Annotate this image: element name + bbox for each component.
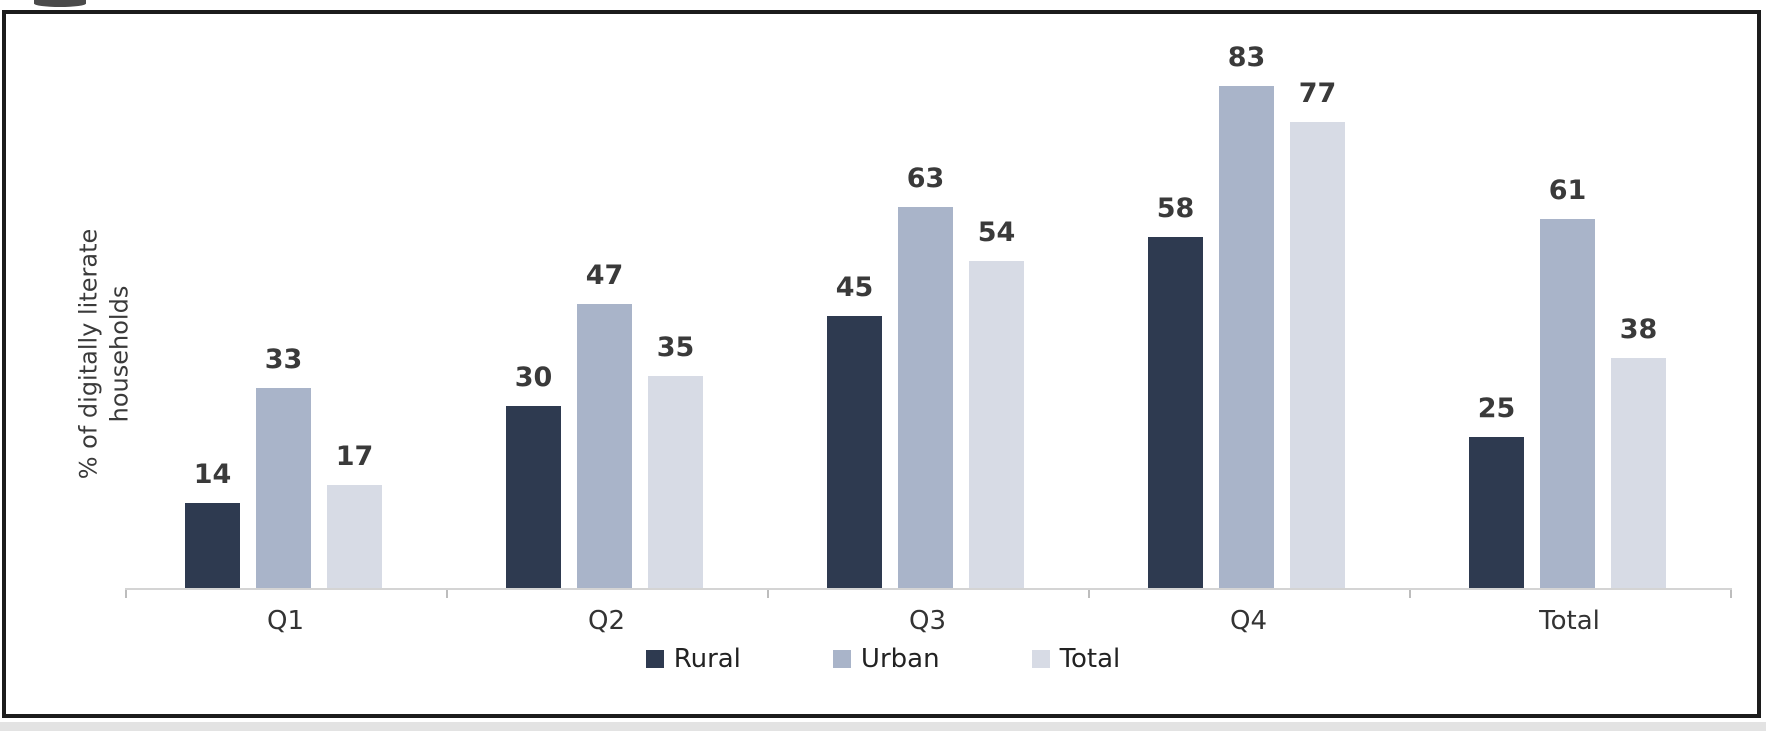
bar-rural-q3 xyxy=(827,316,882,588)
bar-total-q3 xyxy=(969,261,1024,588)
legend-swatch-total xyxy=(1031,650,1050,668)
legend-swatch-urban xyxy=(832,650,851,668)
data-label-total-q4: 77 xyxy=(1298,78,1337,109)
legend-item-total: Total xyxy=(1031,644,1121,674)
data-label-urban-q1: 33 xyxy=(264,344,303,375)
x-axis-tick xyxy=(1730,590,1732,598)
bar-urban-q4 xyxy=(1219,86,1274,588)
data-label-rural-q4: 58 xyxy=(1156,193,1195,224)
legend-label-total: Total xyxy=(1059,644,1121,674)
data-label-total-q3: 54 xyxy=(977,217,1016,248)
legend-label-rural: Rural xyxy=(673,644,741,674)
bar-total-total xyxy=(1611,358,1666,588)
data-label-urban-total: 61 xyxy=(1548,175,1587,206)
data-label-total-q1: 17 xyxy=(335,441,374,472)
legend: Rural Urban Total xyxy=(0,642,1766,676)
data-label-rural-q2: 30 xyxy=(514,362,553,393)
x-axis-tick xyxy=(446,590,448,598)
data-label-urban-q4: 83 xyxy=(1227,42,1266,73)
x-axis-category-label: Q3 xyxy=(908,606,946,636)
bar-urban-q3 xyxy=(898,207,953,588)
bar-urban-total xyxy=(1540,219,1595,588)
x-axis-tick xyxy=(1088,590,1090,598)
bar-rural-q2 xyxy=(506,406,561,588)
bar-total-q4 xyxy=(1290,122,1345,588)
legend-label-urban: Urban xyxy=(860,644,940,674)
x-axis-category-label: Q2 xyxy=(587,606,625,636)
x-axis-category-label: Q4 xyxy=(1229,606,1267,636)
data-label-rural-q1: 14 xyxy=(193,459,232,490)
bar-rural-q1 xyxy=(185,503,240,588)
data-label-rural-total: 25 xyxy=(1477,393,1516,424)
x-axis-tick xyxy=(767,590,769,598)
screen-artifact-smudge xyxy=(34,0,86,7)
x-axis-tick xyxy=(125,590,127,598)
legend-item-urban: Urban xyxy=(832,644,940,674)
x-axis-tick xyxy=(1409,590,1411,598)
legend-swatch-rural xyxy=(645,650,664,668)
data-label-urban-q3: 63 xyxy=(906,163,945,194)
bar-rural-q4 xyxy=(1148,237,1203,588)
x-axis-line xyxy=(125,588,1732,590)
bar-total-q1 xyxy=(327,485,382,588)
y-axis-title: % of digitally literate households xyxy=(74,228,134,480)
bar-urban-q1 xyxy=(256,388,311,588)
bar-rural-total xyxy=(1469,437,1524,588)
bar-urban-q2 xyxy=(577,304,632,588)
data-label-rural-q3: 45 xyxy=(835,272,874,303)
legend-item-rural: Rural xyxy=(645,644,741,674)
data-label-total-total: 38 xyxy=(1619,314,1658,345)
x-axis-category-label: Q1 xyxy=(266,606,304,636)
data-label-total-q2: 35 xyxy=(656,332,695,363)
bottom-edge-strip xyxy=(0,722,1766,731)
bar-total-q2 xyxy=(648,376,703,588)
y-axis-title-container: % of digitally literate households xyxy=(36,152,172,556)
x-axis-category-label: Total xyxy=(1539,606,1600,636)
data-label-urban-q2: 47 xyxy=(585,260,624,291)
